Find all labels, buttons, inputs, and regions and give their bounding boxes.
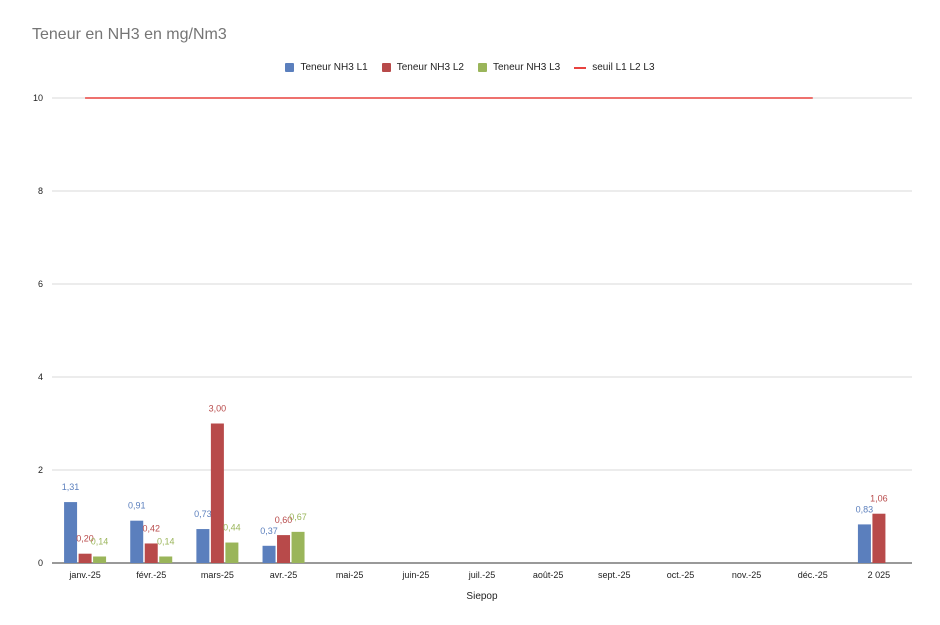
- legend-swatch-l1: [285, 63, 295, 72]
- x-tick-label: juil.-25: [468, 570, 496, 580]
- legend-label-threshold: seuil L1 L2 L3: [592, 62, 655, 73]
- x-axis-label: Siepop: [466, 591, 498, 602]
- bar: [210, 423, 224, 563]
- chart-title: Teneur en NH3 en mg/Nm3: [32, 26, 227, 43]
- legend-label-l3: Teneur NH3 L3: [492, 62, 561, 73]
- data-label: 0,37: [260, 526, 278, 536]
- x-tick-label: sept.-25: [598, 570, 631, 580]
- data-label: 0,44: [223, 523, 241, 533]
- y-tick-label: 0: [38, 558, 43, 568]
- data-label: 0,91: [128, 501, 146, 511]
- x-tick-label: janv.-25: [68, 570, 100, 580]
- legend: Teneur NH3 L1 Teneur NH3 L2 Teneur NH3 L…: [0, 62, 940, 73]
- x-tick-label: mars-25: [201, 570, 234, 580]
- data-label: 0,83: [856, 504, 874, 514]
- legend-item-l3: Teneur NH3 L3: [477, 62, 561, 73]
- data-label: 0,67: [289, 512, 307, 522]
- x-tick-label: oct.-25: [667, 570, 695, 580]
- data-label: 3,00: [209, 404, 227, 414]
- y-tick-label: 10: [33, 93, 43, 103]
- legend-item-l2: Teneur NH3 L2: [381, 62, 464, 73]
- data-label: 0,42: [142, 523, 160, 533]
- bar: [130, 520, 144, 563]
- bar: [857, 524, 871, 563]
- legend-swatch-l2: [381, 63, 391, 72]
- legend-label-l1: Teneur NH3 L1: [300, 62, 368, 73]
- y-tick-label: 8: [38, 186, 43, 196]
- data-label: 0,73: [194, 509, 212, 519]
- x-tick-label: févr.-25: [136, 570, 166, 580]
- data-label: 0,14: [91, 536, 109, 546]
- bar: [225, 542, 239, 563]
- bar: [262, 545, 276, 563]
- data-label: 1,06: [870, 494, 888, 504]
- legend-swatch-l3: [477, 63, 487, 72]
- bar: [277, 535, 291, 563]
- y-tick-label: 4: [38, 372, 43, 382]
- x-tick-label: juin-25: [401, 570, 429, 580]
- data-label: 1,31: [62, 482, 80, 492]
- x-tick-label: déc.-25: [798, 570, 828, 580]
- bar: [64, 502, 78, 563]
- x-tick-label: 2 025: [868, 570, 891, 580]
- legend-item-threshold: seuil L1 L2 L3: [574, 62, 655, 73]
- x-tick-label: août-25: [533, 570, 564, 580]
- x-tick-label: nov.-25: [732, 570, 761, 580]
- bar: [93, 556, 107, 563]
- x-tick-label: avr.-25: [270, 570, 298, 580]
- legend-swatch-threshold: [574, 66, 587, 69]
- data-label: 0,14: [157, 536, 175, 546]
- bar: [196, 529, 210, 563]
- data-label: 0,60: [275, 515, 293, 525]
- bar: [78, 553, 92, 563]
- bar: [872, 513, 886, 563]
- bar: [159, 556, 173, 563]
- legend-item-l1: Teneur NH3 L1: [285, 62, 368, 73]
- y-tick-label: 2: [38, 465, 43, 475]
- data-label: 0,20: [76, 534, 94, 544]
- y-tick-label: 6: [38, 279, 43, 289]
- bar: [144, 543, 158, 563]
- legend-label-l2: Teneur NH3 L2: [396, 62, 464, 73]
- x-tick-label: mai-25: [336, 570, 364, 580]
- bar: [291, 531, 305, 563]
